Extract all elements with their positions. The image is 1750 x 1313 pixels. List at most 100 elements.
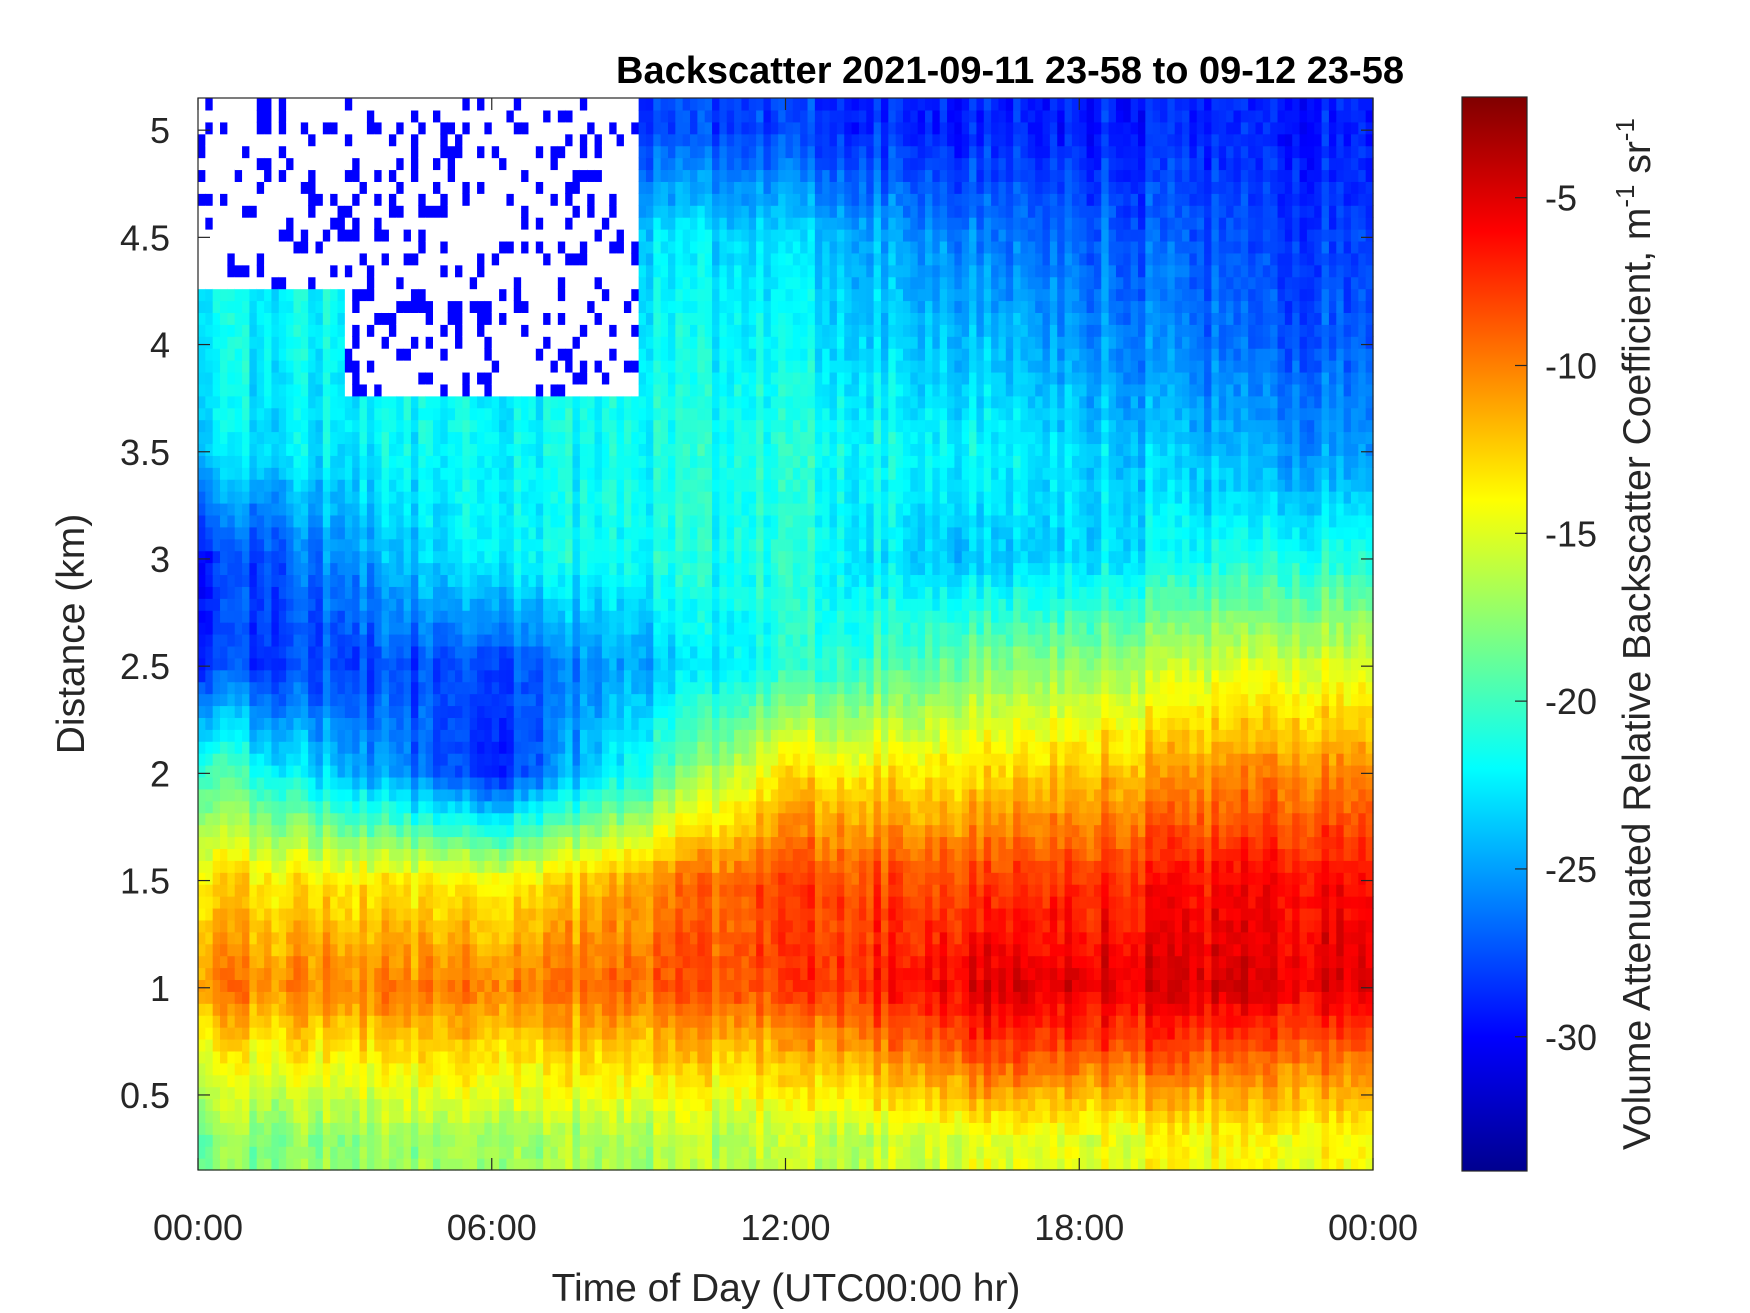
heatmap-cell [565,1134,574,1147]
heatmap-cell [462,645,471,659]
heatmap-cell [198,812,206,826]
heatmap-cell [396,586,405,599]
heatmap-cell [506,788,515,802]
heatmap-cell [572,919,581,933]
heatmap-cell [396,943,405,957]
heatmap-cell [293,991,302,1004]
heatmap-cell [271,907,280,921]
heatmap-cell [322,681,331,695]
heatmap-cell [205,264,214,278]
heatmap-cell [572,681,581,695]
heatmap-cell [220,502,228,516]
heatmap-cell [315,824,324,838]
heatmap-cell [469,1074,478,1088]
heatmap-cell [410,1158,419,1171]
heatmap-cell [256,717,265,730]
heatmap-cell [543,514,552,528]
heatmap-cell [557,133,566,147]
heatmap-cell [587,217,596,230]
heatmap-cell [352,1098,361,1112]
heatmap-cell [256,288,265,302]
heatmap-cell [469,264,478,278]
heatmap-cell [271,1086,280,1100]
heatmap-cell [352,907,361,921]
heatmap-cell [337,1062,346,1076]
heatmap-cell [322,217,331,230]
heatmap-cell [521,574,530,587]
heatmap-cell [344,431,353,445]
heatmap-cell [264,419,273,433]
heatmap-cell [322,610,331,623]
heatmap-cell [198,550,206,564]
heatmap-cell [315,395,324,409]
heatmap-cell [337,860,346,873]
heatmap-cell [565,729,574,742]
heatmap-cell [308,729,317,742]
heatmap-cell [381,145,390,159]
heatmap-cell [293,729,302,742]
heatmap-cell [440,1086,449,1100]
heatmap-cell [359,753,368,766]
heatmap-cell [322,443,331,456]
heatmap-cell [256,955,265,969]
heatmap-cell [278,943,287,957]
heatmap-cell [374,1015,383,1028]
heatmap-cell [352,407,361,421]
heatmap-cell [234,288,243,302]
heatmap-cell [528,324,537,337]
heatmap-cell [499,240,508,254]
heatmap-cell [374,419,383,433]
heatmap-cell [212,383,221,397]
heatmap-cell [212,788,221,802]
heatmap-cell [433,502,441,516]
heatmap-cell [242,395,250,409]
heatmap-cell [572,610,581,623]
heatmap-cell [337,919,346,933]
heatmap-cell [227,943,236,957]
heatmap-cell [462,491,471,504]
heatmap-cell [425,383,434,397]
heatmap-cell [410,657,419,671]
heatmap-cell [359,300,368,313]
heatmap-cell [403,109,412,123]
heatmap-cell [322,240,331,254]
heatmap-cell [227,491,236,504]
heatmap-cell [579,193,588,206]
heatmap-cell [293,848,302,861]
heatmap-cell [212,884,221,897]
heatmap-cell [572,276,581,290]
heatmap-cell [300,121,309,135]
heatmap-cell [477,931,485,945]
heatmap-cell [205,383,214,397]
heatmap-cell [286,312,295,325]
heatmap-cell [322,967,331,981]
heatmap-cell [308,431,317,445]
heatmap-cell [425,276,434,290]
heatmap-cell [433,1134,441,1147]
heatmap-cell [440,681,449,695]
heatmap-cell [455,455,463,468]
heatmap-cell [293,252,302,266]
heatmap-cell [322,860,331,873]
heatmap-cell [388,872,397,885]
heatmap-cell [220,562,228,576]
heatmap-cell [528,1074,537,1088]
heatmap-cell [455,955,463,969]
heatmap-cell [278,526,287,540]
heatmap-cell [264,574,273,587]
heatmap-cell [227,431,236,445]
heatmap-cell [234,788,243,802]
heatmap-cell [337,681,346,695]
heatmap-cell [513,645,522,659]
heatmap-cell [425,181,434,194]
heatmap-cell [425,360,434,373]
heatmap-cell [403,300,412,313]
heatmap-cell [499,395,508,409]
heatmap-cell [550,479,559,492]
heatmap-cell [278,622,287,635]
heatmap-cell [366,1050,375,1064]
heatmap-cell [506,991,515,1004]
heatmap-cell [557,824,566,838]
heatmap-cell [344,741,353,754]
heatmap-cell [499,348,508,361]
